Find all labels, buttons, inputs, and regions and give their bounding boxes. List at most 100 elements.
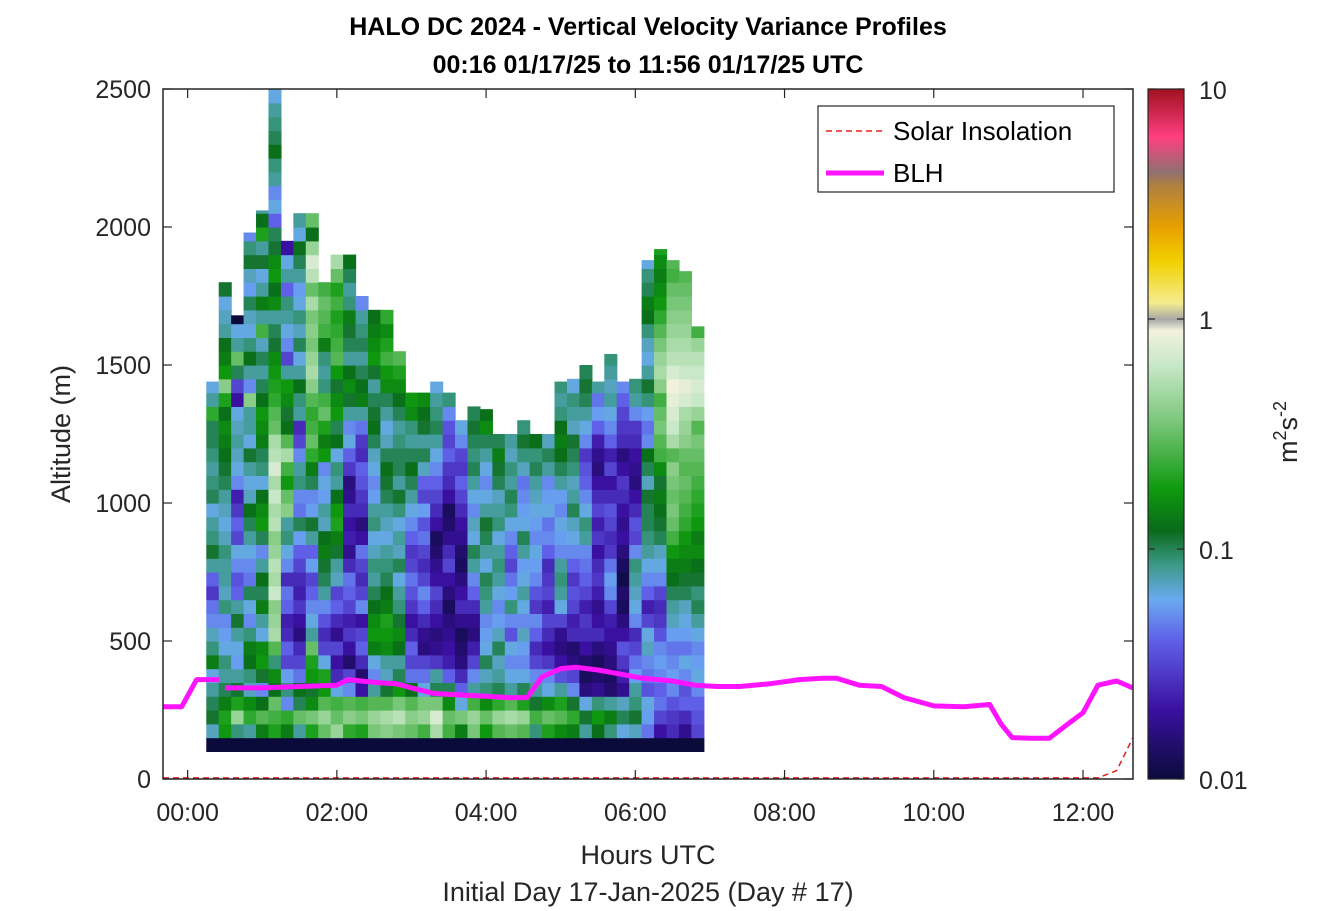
heatmap-cell [256, 365, 270, 380]
heatmap-cell [591, 599, 605, 614]
heatmap-cell [243, 668, 257, 683]
heatmap-cell [591, 516, 605, 532]
heatmap-cell [641, 392, 655, 407]
heatmap-cell [218, 351, 232, 366]
heatmap-cell [591, 503, 605, 518]
heatmap-cell [330, 351, 344, 366]
heatmap-cell [305, 365, 319, 380]
heatmap-cell [678, 447, 692, 463]
heatmap-cell [330, 668, 344, 683]
heatmap-cell [343, 296, 357, 311]
heatmap-cell [641, 260, 655, 269]
heatmap-cell [293, 475, 307, 490]
heatmap-cell [392, 378, 406, 394]
heatmap-cell [430, 572, 444, 587]
heatmap-cell [218, 489, 232, 504]
heatmap-cell [604, 489, 618, 504]
heatmap-cell [268, 530, 282, 545]
heatmap-cell [256, 309, 270, 325]
heatmap-cell [616, 530, 630, 545]
heatmap-cell [417, 572, 431, 587]
heatmap-cell [256, 489, 270, 504]
heatmap-cell [579, 737, 593, 752]
heatmap-cell [641, 723, 655, 739]
heatmap-cell [442, 475, 456, 490]
heatmap-cell [579, 530, 593, 545]
heatmap-cell [479, 613, 493, 628]
heatmap-cell [243, 737, 257, 752]
heatmap-cell [243, 392, 257, 407]
heatmap-cell [691, 434, 705, 449]
heatmap-cell [218, 723, 232, 739]
heatmap-cell [343, 737, 357, 752]
heatmap-cell [641, 282, 655, 297]
heatmap-cell [355, 461, 369, 476]
heatmap-cell [604, 447, 618, 463]
heatmap-cell [654, 309, 668, 325]
heatmap-cell [467, 516, 481, 532]
heatmap-cell [293, 599, 307, 614]
heatmap-cell [641, 572, 655, 587]
heatmap-cell [280, 254, 294, 269]
heatmap-cell [305, 654, 319, 670]
heatmap-cell [504, 710, 518, 725]
heatmap-cell [616, 475, 630, 490]
heatmap-cell [666, 516, 680, 532]
heatmap-cell [355, 378, 369, 394]
heatmap-cell [367, 558, 382, 573]
heatmap-cell [305, 447, 319, 463]
heatmap-cell [305, 613, 319, 628]
heatmap-cell [330, 558, 344, 573]
heatmap-cell [641, 516, 655, 532]
heatmap-cell [479, 434, 493, 449]
heatmap-cell [666, 392, 680, 407]
heatmap-cell [218, 392, 232, 407]
heatmap-cell [318, 351, 332, 366]
heatmap-cell [355, 475, 369, 490]
heatmap-cell [318, 723, 332, 739]
heatmap-cell [405, 613, 419, 628]
colorbar-label-mid: s [1273, 417, 1303, 431]
heatmap-cell [218, 613, 232, 628]
heatmap-cell [629, 447, 643, 463]
colorbar-strip [1147, 88, 1185, 780]
heatmap-cell [392, 434, 406, 449]
heatmap-cell [293, 503, 307, 518]
heatmap-cell [430, 737, 444, 752]
heatmap-cell [492, 737, 506, 752]
heatmap-cell [467, 420, 481, 435]
heatmap-cell [380, 461, 394, 476]
heatmap-cell [517, 613, 531, 628]
heatmap-cell [529, 461, 543, 476]
heatmap-cell [604, 503, 618, 518]
heatmap-cell [504, 447, 518, 463]
heatmap-cell [542, 447, 556, 463]
heatmap-cell [280, 723, 294, 739]
heatmap-cell [430, 447, 444, 463]
heatmap-cell [430, 392, 444, 407]
heatmap-cell [678, 365, 692, 380]
heatmap-cell [256, 641, 270, 656]
heatmap-cell [268, 254, 282, 269]
heatmap-cell [691, 489, 705, 504]
heatmap-cell [256, 544, 270, 559]
heatmap-cell [343, 544, 357, 559]
heatmap-cell [430, 627, 444, 642]
heatmap-cell [678, 641, 692, 656]
legend-solar-label: Solar Insolation [893, 116, 1072, 146]
heatmap-cell [268, 213, 282, 228]
heatmap-cell [691, 461, 705, 476]
heatmap-cell [604, 613, 618, 628]
heatmap-cell [268, 544, 282, 559]
heatmap-cell [529, 558, 543, 573]
heatmap-cell [256, 503, 270, 518]
heatmap-cell [367, 668, 382, 683]
heatmap-cell [629, 627, 643, 642]
heatmap-cell [367, 641, 382, 656]
heatmap-cell [218, 447, 232, 463]
heatmap-cell [218, 323, 232, 338]
heatmap-cell [616, 381, 630, 394]
heatmap-cell [343, 516, 357, 532]
heatmap-cell [330, 406, 344, 421]
heatmap-cell [206, 461, 220, 476]
